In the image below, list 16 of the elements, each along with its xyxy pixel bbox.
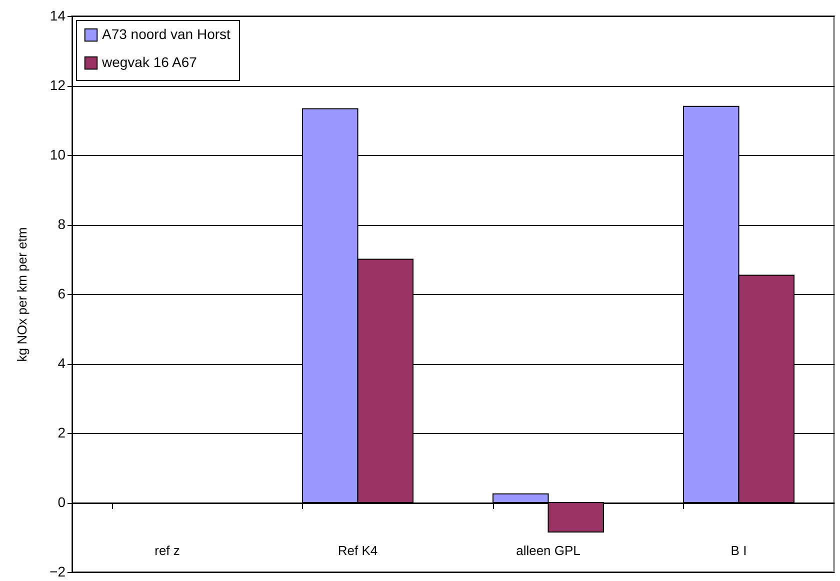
y-tick-label: 4 (58, 355, 66, 371)
x-tick-label: alleen GPL (516, 543, 580, 558)
legend-label: wegvak 16 A67 (101, 54, 198, 70)
x-tick-label: B I (730, 543, 747, 558)
y-axis-title: kg NOx per km per etm (14, 227, 30, 362)
y-tick-label: 8 (58, 216, 66, 232)
y-tick-label: 2 (58, 424, 66, 440)
x-tick-label: Ref K4 (338, 543, 378, 558)
y-tick-label: −2 (50, 564, 66, 580)
x-tick-label: ref z (154, 543, 180, 558)
legend-label: A73 noord van Horst (102, 26, 231, 42)
y-tick-label: 10 (50, 146, 66, 162)
y-tick-label: 14 (50, 8, 66, 24)
y-tick-label: 12 (50, 77, 66, 93)
y-tick-label: 0 (58, 494, 66, 510)
y-tick-label: 6 (58, 286, 66, 302)
